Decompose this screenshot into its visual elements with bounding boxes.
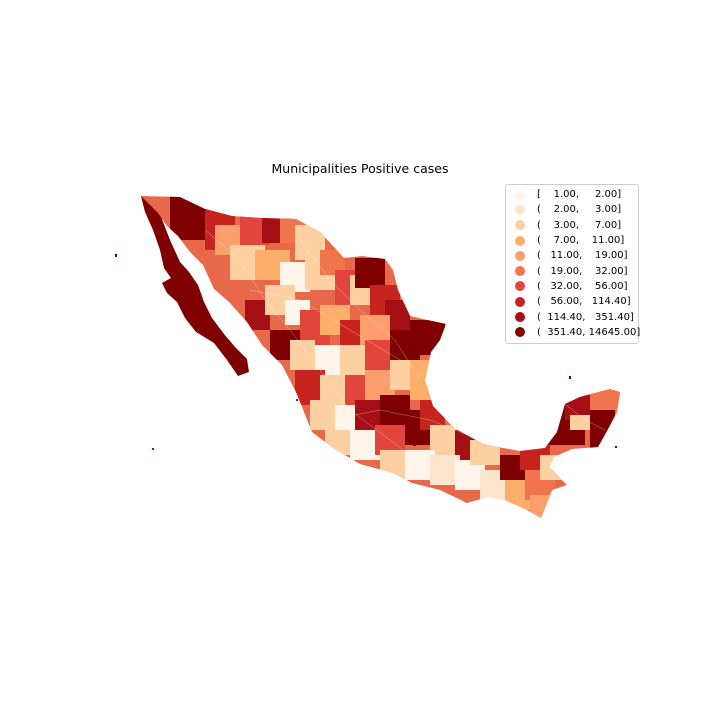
legend-item: ( 2.00, 3.00] bbox=[506, 202, 638, 217]
legend-swatch bbox=[515, 250, 525, 261]
map-legend: [ 1.00, 2.00] ( 2.00, 3.00] ( 3.00, 7.00… bbox=[505, 184, 641, 344]
legend-label: ( 19.00, 32.00] bbox=[537, 265, 628, 277]
legend-label: ( 3.00, 7.00] bbox=[537, 219, 622, 231]
legend-label: ( 7.00, 11.00] bbox=[537, 235, 625, 247]
island-2 bbox=[152, 448, 154, 450]
legend-item: ( 114.40, 351.40] bbox=[506, 309, 638, 324]
legend-swatch bbox=[515, 281, 525, 292]
legend-label: ( 114.40, 351.40] bbox=[537, 311, 634, 323]
island-1 bbox=[115, 254, 117, 257]
legend-swatch bbox=[515, 312, 525, 323]
legend-item: [ 1.00, 2.00] bbox=[506, 187, 638, 202]
legend-swatch bbox=[515, 327, 525, 338]
municipality-boundaries bbox=[204, 229, 606, 471]
island-5 bbox=[296, 399, 298, 401]
island-3 bbox=[413, 443, 416, 446]
legend-label: ( 351.40, 14645.00] bbox=[537, 326, 641, 338]
baja-california-region bbox=[141, 196, 249, 376]
legend-swatch bbox=[515, 189, 525, 200]
legend-swatch bbox=[515, 266, 525, 277]
municipality-patches bbox=[170, 196, 620, 518]
legend-label: ( 2.00, 3.00] bbox=[537, 204, 622, 216]
legend-swatch bbox=[515, 296, 525, 307]
legend-label: ( 11.00, 19.00] bbox=[537, 250, 628, 262]
legend-item: ( 19.00, 32.00] bbox=[506, 263, 638, 278]
legend-item: ( 11.00, 19.00] bbox=[506, 248, 638, 263]
legend-item: ( 32.00, 56.00] bbox=[506, 279, 638, 294]
legend-label: ( 32.00, 56.00] bbox=[537, 280, 628, 292]
legend-item: ( 351.40, 14645.00] bbox=[506, 325, 641, 340]
map-title: Municipalities Positive cases bbox=[271, 161, 449, 176]
legend-item: ( 7.00, 11.00] bbox=[506, 233, 638, 248]
legend-swatch bbox=[515, 220, 525, 231]
island-6 bbox=[615, 446, 617, 448]
legend-item: ( 56.00, 114.40] bbox=[506, 294, 638, 309]
island-4 bbox=[569, 376, 571, 379]
legend-swatch bbox=[515, 204, 525, 215]
legend-swatch bbox=[515, 235, 525, 246]
legend-item: ( 3.00, 7.00] bbox=[506, 218, 638, 233]
legend-label: [ 1.00, 2.00] bbox=[537, 189, 622, 201]
legend-label: ( 56.00, 114.40] bbox=[537, 296, 631, 308]
